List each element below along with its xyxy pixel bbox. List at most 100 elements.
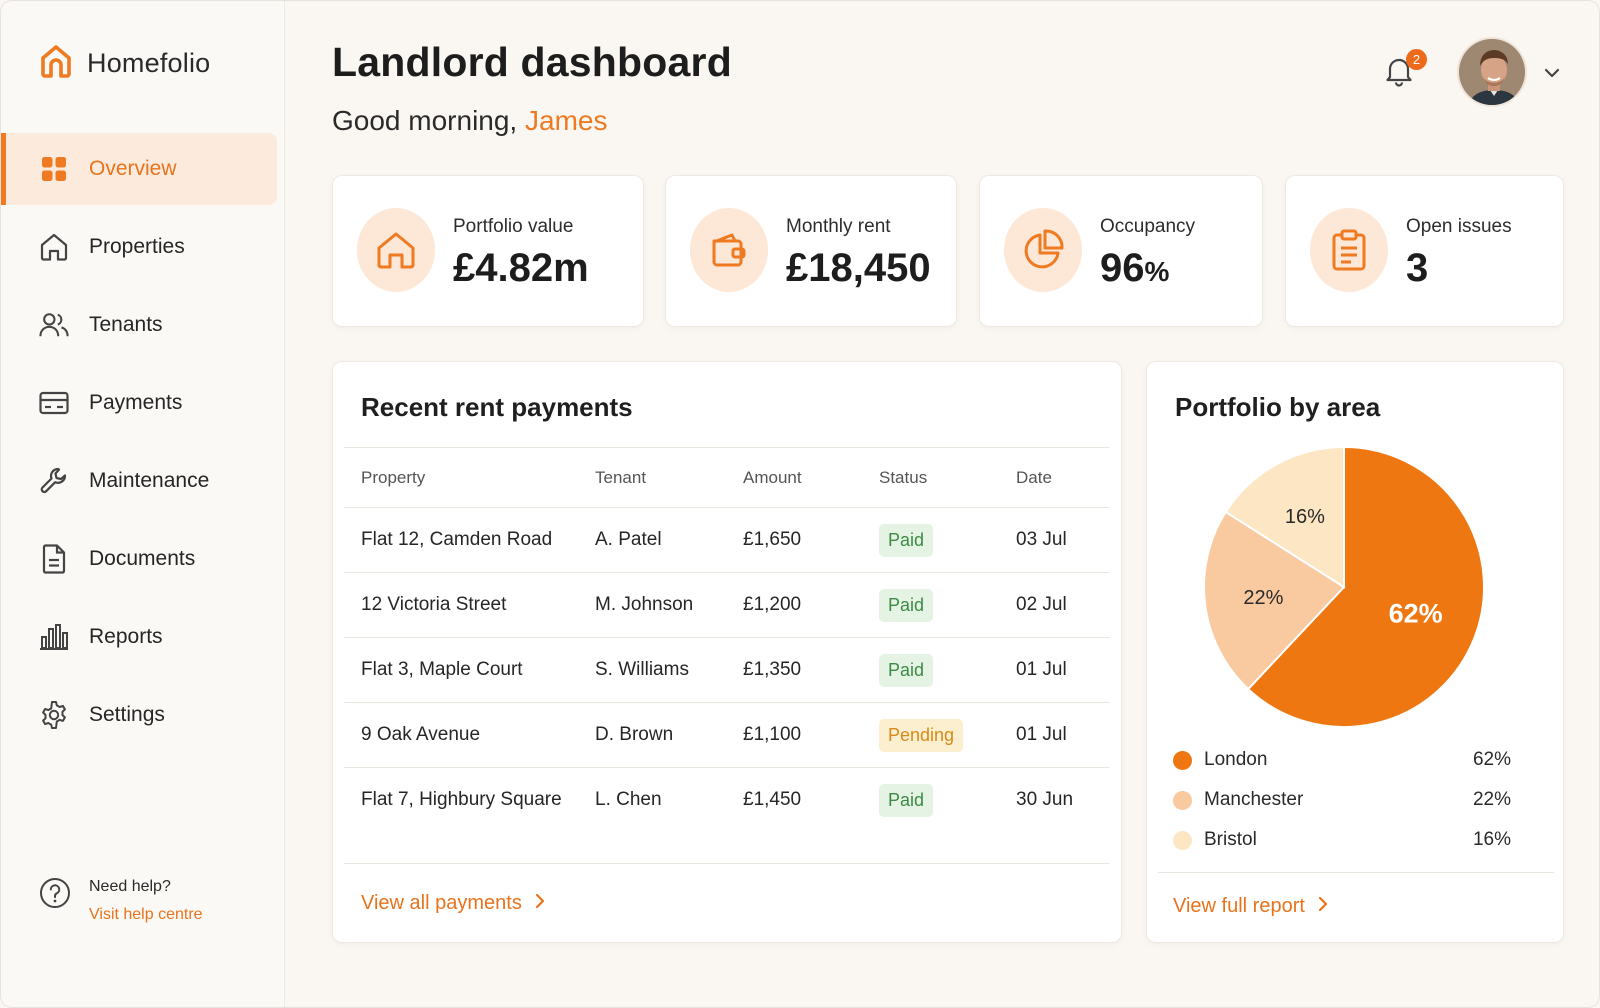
house-icon xyxy=(39,232,69,262)
chevron-right-icon xyxy=(534,892,546,915)
link-label: View all payments xyxy=(361,892,522,914)
column-header-status[interactable]: Status xyxy=(879,467,928,487)
sidebar-item-label: Reports xyxy=(89,625,163,648)
column-header-tenant[interactable]: Tenant xyxy=(595,467,647,487)
bar-chart-icon xyxy=(39,622,69,652)
notification-badge: 2 xyxy=(1406,49,1427,70)
document-icon xyxy=(39,544,69,574)
kpi-value: £18,450 xyxy=(786,246,931,291)
table-row[interactable]: Flat 3, Maple Court S. Williams £1,350 P… xyxy=(344,637,1110,702)
legend-item[interactable]: Bristol 16% xyxy=(1173,820,1511,860)
kpi-number: £18,450 xyxy=(786,246,931,290)
page-title: Landlord dashboard xyxy=(332,39,732,85)
chevron-down-icon[interactable] xyxy=(1542,63,1562,83)
cell-amount: £1,650 xyxy=(743,529,802,550)
cell-tenant: M. Johnson xyxy=(595,594,694,615)
cell-property: Flat 7, Highbury Square xyxy=(361,789,562,810)
kpi-label: Monthly rent xyxy=(786,216,891,237)
status-badge: Paid xyxy=(879,588,934,622)
kpi-card-portfolio-value[interactable]: Portfolio value £4.82m xyxy=(332,175,644,327)
kpi-card-occupancy[interactable]: Occupancy 96% xyxy=(979,175,1263,327)
users-icon xyxy=(39,310,69,340)
chevron-right-icon xyxy=(1317,895,1329,918)
kpi-value: 3 xyxy=(1406,246,1428,291)
legend-swatch xyxy=(1173,790,1192,810)
kpi-number: 3 xyxy=(1406,246,1429,290)
pie-slice-label: 22% xyxy=(1243,587,1283,609)
sidebar-item-label: Documents xyxy=(89,547,196,570)
sidebar-item-tenants[interactable]: Tenants xyxy=(1,289,285,361)
table-row[interactable]: Flat 12, Camden Road A. Patel £1,650 Pai… xyxy=(344,507,1110,572)
kpi-number: £4.82m xyxy=(453,246,589,290)
link-label: View full report xyxy=(1173,895,1305,917)
kpi-label: Portfolio value xyxy=(453,216,574,237)
table-row[interactable]: Flat 7, Highbury Square L. Chen £1,450 P… xyxy=(344,767,1110,832)
payments-table: Property Tenant Amount Status Date Flat … xyxy=(344,447,1110,832)
pie-slice-london[interactable] xyxy=(1246,445,1485,728)
portfolio-by-area-card: Portfolio by area 62% 22% 16% London 62% M… xyxy=(1146,361,1564,943)
status-badge: Paid xyxy=(879,783,934,817)
legend-item[interactable]: Manchester 22% xyxy=(1173,780,1511,820)
recent-payments-card: Recent rent payments Property Tenant Amo… xyxy=(332,361,1122,943)
legend-label: Bristol xyxy=(1204,829,1257,850)
legend-item[interactable]: London 62% xyxy=(1173,740,1511,780)
sidebar-item-label: Payments xyxy=(89,391,183,414)
card-title: Recent rent payments xyxy=(361,392,633,422)
legend-swatch xyxy=(1173,830,1192,850)
house-icon xyxy=(357,208,435,292)
status-badge: Pending xyxy=(879,718,964,752)
column-header-amount[interactable]: Amount xyxy=(743,467,802,487)
brand[interactable]: Homefolio xyxy=(39,43,210,84)
legend-label: London xyxy=(1204,749,1268,770)
notifications-button[interactable]: 2 xyxy=(1384,49,1427,91)
table-row[interactable]: 9 Oak Avenue D. Brown £1,100 Pending 01 … xyxy=(344,702,1110,767)
kpi-card-monthly-rent[interactable]: Monthly rent £18,450 xyxy=(665,175,957,327)
legend-label: Manchester xyxy=(1204,789,1304,810)
kpi-card-open-issues[interactable]: Open issues 3 xyxy=(1285,175,1564,327)
cell-date: 30 Jun xyxy=(1016,789,1074,810)
table-row[interactable]: 12 Victoria Street M. Johnson £1,200 Pai… xyxy=(344,572,1110,637)
sidebar-item-documents[interactable]: Documents xyxy=(1,523,285,595)
greeting-prefix: Good morning, xyxy=(332,105,525,136)
cell-amount: £1,450 xyxy=(743,789,802,810)
sidebar-item-payments[interactable]: Payments xyxy=(1,367,285,439)
pie-slice-label: 16% xyxy=(1285,506,1325,528)
pie-slice-label: 62% xyxy=(1389,598,1443,628)
pie-slice-bristol[interactable] xyxy=(1224,445,1345,589)
sidebar-item-label: Tenants xyxy=(89,313,163,336)
help-text: Need help? xyxy=(89,878,171,895)
grid-icon xyxy=(39,154,69,184)
column-header-date[interactable]: Date xyxy=(1016,467,1052,487)
kpi-label: Open issues xyxy=(1406,216,1512,237)
cell-date: 01 Jul xyxy=(1016,724,1067,745)
sidebar-item-settings[interactable]: Settings xyxy=(1,679,285,751)
help-centre-link[interactable]: Visit help centre xyxy=(89,906,203,923)
legend-value: 16% xyxy=(1472,829,1511,850)
sidebar-item-reports[interactable]: Reports xyxy=(1,601,285,673)
view-full-report-link[interactable]: View full report xyxy=(1173,895,1329,918)
gear-icon xyxy=(39,700,69,730)
cell-property: Flat 12, Camden Road xyxy=(361,529,553,550)
sidebar-item-properties[interactable]: Properties xyxy=(1,211,285,283)
help-section: Need help? Visit help centre xyxy=(39,877,203,924)
sidebar-item-overview[interactable]: Overview xyxy=(1,133,277,205)
divider xyxy=(344,863,1110,864)
kpi-label: Occupancy xyxy=(1100,216,1196,237)
legend-value: 22% xyxy=(1472,789,1511,810)
clipboard-icon xyxy=(1310,208,1388,292)
avatar[interactable] xyxy=(1457,37,1527,107)
view-all-payments-link[interactable]: View all payments xyxy=(361,892,546,915)
sidebar-item-maintenance[interactable]: Maintenance xyxy=(1,445,285,517)
kpi-number: 96 xyxy=(1100,246,1145,290)
sidebar: Homefolio Overview Properties Tenants xyxy=(1,1,285,1007)
sidebar-item-label: Maintenance xyxy=(89,469,210,492)
column-header-property[interactable]: Property xyxy=(361,467,426,487)
sidebar-item-label: Properties xyxy=(89,235,185,258)
cell-tenant: L. Chen xyxy=(595,789,662,810)
cell-date: 03 Jul xyxy=(1016,529,1067,550)
cell-amount: £1,350 xyxy=(743,659,802,680)
cell-property: 12 Victoria Street xyxy=(361,594,507,615)
pie-slice-manchester[interactable] xyxy=(1203,510,1346,691)
pie-chart: 62% 22% 16% xyxy=(1203,445,1485,728)
